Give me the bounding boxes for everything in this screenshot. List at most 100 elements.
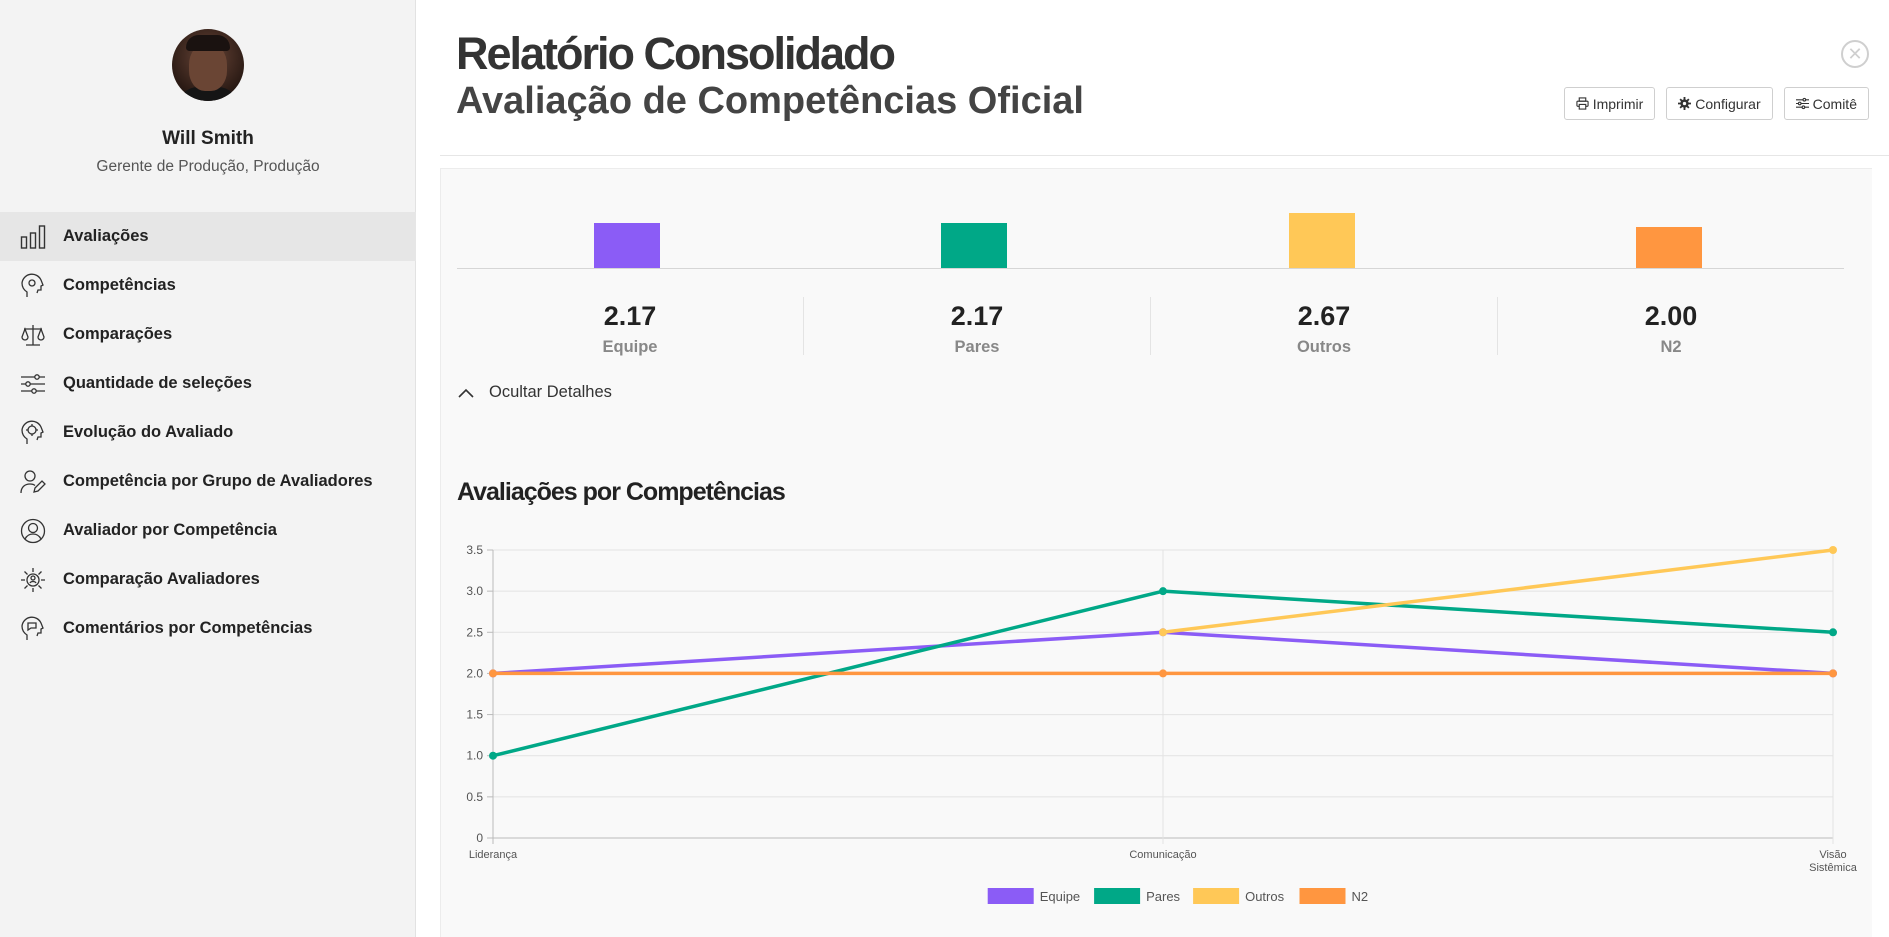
head-gear-icon [20,273,46,299]
avatar-face [189,43,227,91]
configure-button-label: Configurar [1695,95,1761,112]
header-actions: Imprimir Configurar Comitê [1563,87,1869,120]
y-tick-label: 3.0 [466,584,483,598]
report-panel: 2.17 Equipe 2.17 Pares 2.67 Outros 2.00 … [440,168,1872,937]
sidebar-item-competencia-grupo[interactable]: Competência por Grupo de Avaliadores [0,457,416,506]
y-tick-label: 2.0 [466,666,483,680]
stat-label: N2 [1660,338,1682,356]
hide-details-label: Ocultar Detalhes [489,383,612,401]
sidebar-item-comentarios-competencias[interactable]: Comentários por Competências [0,604,416,653]
stat-value: 2.00 [1644,301,1698,331]
stat-outros: 2.67 Outros [1151,297,1498,356]
legend-swatch-pares [1094,888,1141,904]
page-subtitle: Avaliação de Competências Oficial [456,80,1084,122]
close-icon[interactable]: ✕ [1841,40,1869,68]
sliders-icon [1795,97,1809,110]
line-chart: 0 0.5 1.0 1.5 2.0 2.5 3.0 3.5 Liderança Comunicaç… [466,543,1858,904]
summary-bar-pares [941,223,1007,268]
stat-value: 2.67 [1297,301,1351,331]
data-point-n2 [489,669,497,678]
legend-label-outros: Outros [1245,889,1285,904]
x-tick-label: Comunicação [1129,849,1196,861]
legend-swatch-n2 [1299,888,1346,904]
stat-label: Pares [954,338,1000,356]
y-tick-label: 2.5 [466,625,483,639]
sidebar-item-label: Comentários por Competências [63,619,313,637]
sidebar-item-comparacao-avaliadores[interactable]: Comparação Avaliadores [0,555,416,604]
sidebar-item-evolucao-avaliado[interactable]: Evolução do Avaliado [0,408,416,457]
head-chat-icon [20,616,46,642]
stat-label: Outros [1296,338,1352,356]
stat-value: 2.17 [603,301,657,331]
legend-label-n2: N2 [1352,889,1369,904]
network-user-icon [20,567,46,593]
summary-bar-equipe [594,223,660,268]
sidebar-item-label: Evolução do Avaliado [63,423,234,441]
sidebar: Will Smith Gerente de Produção, Produção… [0,0,416,937]
legend-swatch-outros [1193,888,1240,904]
stat-n2: 2.00 N2 [1498,297,1844,356]
sidebar-item-avaliacoes[interactable]: Avaliações [0,212,416,261]
summary-bars [457,169,1844,269]
sliders-icon [20,371,46,397]
sidebar-item-label: Competência por Grupo de Avaliadores [63,472,373,490]
data-point-pares [489,751,497,760]
head-cog-icon [20,420,46,446]
data-point-n2 [1829,669,1837,678]
legend-swatch-equipe [987,888,1034,904]
sidebar-item-label: Comparação Avaliadores [63,570,260,588]
user-name: Will Smith [162,128,254,149]
user-role: Gerente de Produção, Produção [96,158,320,175]
summary-bar-n2 [1636,227,1702,268]
stat-pares: 2.17 Pares [804,297,1151,356]
data-point-pares [1159,587,1167,596]
y-tick-label: 1.5 [466,708,483,722]
sidebar-item-quantidade-selecoes[interactable]: Quantidade de seleções [0,359,416,408]
header-divider [440,155,1889,156]
y-tick-label: 3.5 [466,543,483,557]
y-tick-label: 1.0 [466,749,483,763]
x-tick-label: Visão [1819,849,1846,861]
bar-chart-icon [20,224,46,250]
data-point-outros [1829,546,1837,554]
summary-stats: 2.17 Equipe 2.17 Pares 2.67 Outros 2.00 … [457,297,1844,356]
legend-label-equipe: Equipe [1040,889,1080,904]
printer-icon [1576,97,1589,110]
stat-value: 2.17 [950,301,1004,331]
x-tick-label: Sistêmica [1809,862,1858,874]
x-tick-label: Liderança [469,849,518,861]
avatar-shirt [178,87,238,101]
sidebar-nav: Avaliações Competências Comparações Quan… [0,212,416,653]
sidebar-item-label: Avaliações [63,227,149,245]
sidebar-item-avaliador-competencia[interactable]: Avaliador por Competência [0,506,416,555]
print-button[interactable]: Imprimir [1563,87,1656,120]
y-tick-label: 0 [476,831,483,845]
user-circle-icon [20,518,46,544]
summary-bar-outros [1289,213,1355,268]
data-point-pares [1829,628,1837,637]
committee-button-label: Comitê [1812,95,1857,112]
sidebar-item-label: Comparações [63,325,173,343]
chevron-up-icon [458,388,474,398]
committee-button[interactable]: Comitê [1783,87,1869,120]
sidebar-item-label: Avaliador por Competência [63,521,277,539]
series-line-outros [1162,548,1834,635]
sidebar-item-comparacoes[interactable]: Comparações [0,310,416,359]
user-edit-icon [20,469,46,495]
stat-label: Equipe [602,338,658,356]
avatar [172,29,244,101]
print-button-label: Imprimir [1592,95,1644,112]
legend-label-pares: Pares [1146,889,1180,904]
main-content: Relatório Consolidado Avaliação de Compe… [440,0,1889,937]
scale-icon [20,322,46,348]
data-point-n2 [1159,669,1167,678]
y-tick-label: 0.5 [466,790,483,804]
sidebar-item-label: Quantidade de seleções [63,374,252,392]
page-title: Relatório Consolidado [456,28,896,79]
stat-equipe: 2.17 Equipe [457,297,804,356]
sidebar-item-competencias[interactable]: Competências [0,261,416,310]
data-point-outros [1159,628,1167,637]
hide-details-toggle[interactable]: Ocultar Detalhes [457,383,612,402]
configure-button[interactable]: Configurar [1666,87,1773,120]
sidebar-item-label: Competências [63,276,176,294]
